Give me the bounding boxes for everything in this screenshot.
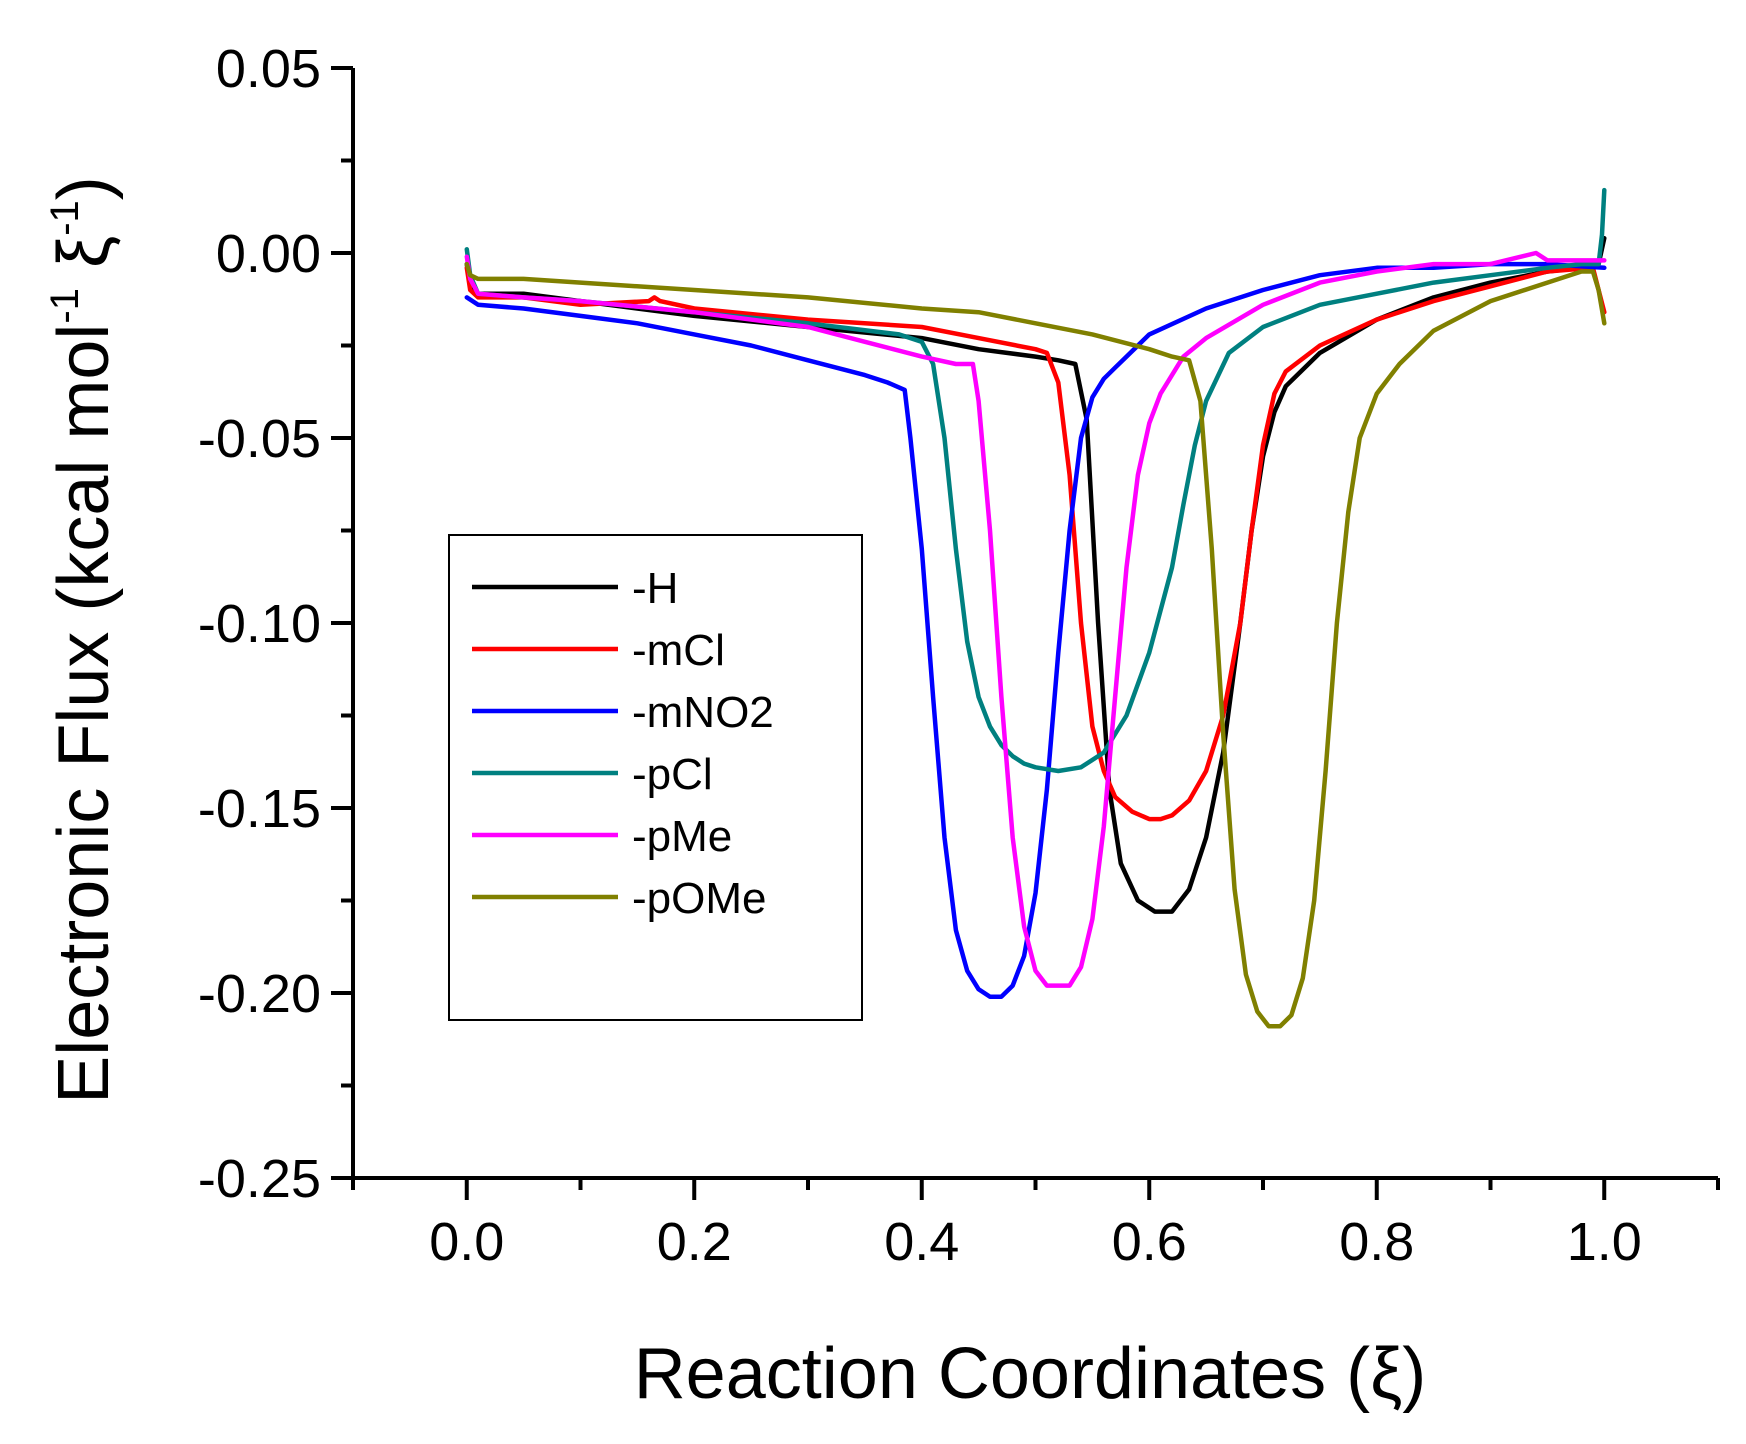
legend-label: -pOMe xyxy=(632,874,766,923)
y-tick-label: -0.25 xyxy=(198,1149,321,1209)
x-tick-label: 0.2 xyxy=(657,1212,732,1272)
x-tick-label: 1.0 xyxy=(1567,1212,1642,1272)
y-tick-label: 0.05 xyxy=(216,39,321,99)
axes: 0.05 0.00 -0.05 -0.10 -0.15 -0.20 -0.25 0.0 0.2 0… xyxy=(198,39,1720,1272)
legend-label: -H xyxy=(632,564,678,613)
y-axis-title-end: ) xyxy=(44,176,124,200)
series-line-mno2 xyxy=(464,261,1607,999)
legend-box xyxy=(448,534,863,1021)
y-tick-label: -0.10 xyxy=(198,594,321,654)
x-tick-label: 0.6 xyxy=(1112,1212,1187,1272)
y-tick-label: -0.20 xyxy=(198,964,321,1024)
y-axis-title-mid: ξ xyxy=(44,236,124,288)
x-tick-label: 0.8 xyxy=(1339,1212,1414,1272)
legend-label: -pCl xyxy=(632,750,713,799)
x-tick-label: 0.4 xyxy=(884,1212,959,1272)
y-axis-title-main: Electronic Flux (kcal mol xyxy=(44,324,124,1104)
y-tick-label: -0.05 xyxy=(198,409,321,469)
series-line-pcl xyxy=(464,187,1607,774)
legend-label: -mCl xyxy=(632,626,725,675)
series-line-mcl xyxy=(464,265,1607,822)
x-tick-label: 0.0 xyxy=(429,1212,504,1272)
legend-label: -pMe xyxy=(632,812,732,861)
series-line-pome xyxy=(464,261,1607,1029)
x-axis-title: Reaction Coordinates (ξ) xyxy=(634,1334,1427,1414)
legend: -H -mCl -mNO2 -pCl -pMe -pOMe xyxy=(448,534,863,1021)
series-line-pme xyxy=(464,250,1607,988)
legend-label: -mNO2 xyxy=(632,688,774,737)
y-axis-title-sup1: -1 xyxy=(43,288,87,324)
series-layer xyxy=(464,187,1607,1029)
y-tick-label: 0.00 xyxy=(216,224,321,284)
y-axis-title-sup2: -1 xyxy=(43,200,87,236)
y-tick-label: -0.15 xyxy=(198,779,321,839)
y-axis-title: Electronic Flux (kcal mol-1 ξ-1) xyxy=(43,176,124,1104)
